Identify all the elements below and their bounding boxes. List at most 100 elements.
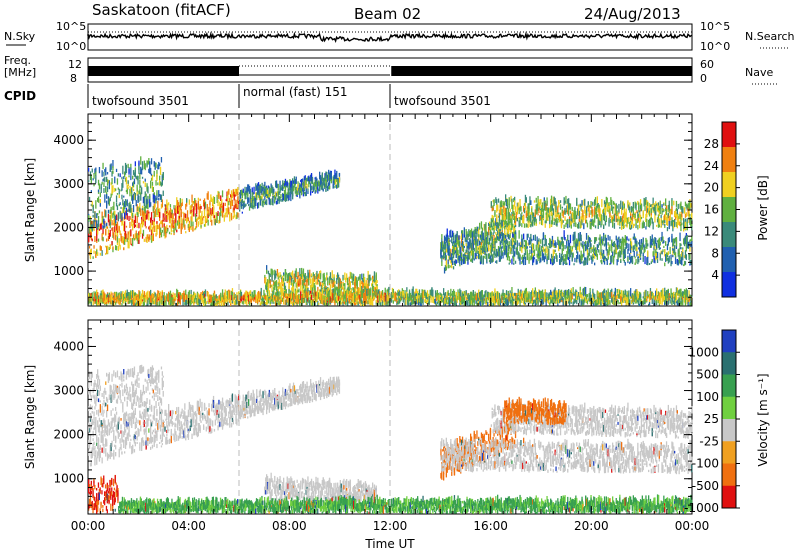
rti-cell: [513, 225, 515, 234]
rti-cell: [323, 298, 325, 306]
rti-cell: [577, 222, 580, 229]
rti-cell: [105, 252, 107, 255]
rti-cell: [119, 202, 121, 205]
rti-cell: [374, 287, 376, 296]
rti-cell: [305, 295, 307, 303]
rti-cell: [151, 297, 154, 302]
rti-cell: [191, 300, 193, 303]
rti-cell: [562, 243, 564, 251]
rti-cell: [674, 219, 676, 225]
rti-cell: [315, 190, 317, 193]
rti-cell: [499, 222, 501, 225]
rti-cell: [108, 198, 110, 206]
rti-cell: [97, 295, 100, 299]
rti-cell: [478, 236, 480, 242]
rti-cell: [319, 282, 322, 287]
rti-cell: [691, 226, 693, 231]
rti-cell: [288, 280, 290, 290]
rti-cell: [196, 291, 199, 298]
rti-cell: [125, 200, 128, 206]
rti-cell: [304, 273, 306, 276]
rti-cell: [279, 296, 281, 300]
rti-cell: [375, 300, 377, 303]
rti-cell: [310, 293, 312, 298]
rti-cell: [136, 175, 138, 181]
rti-cell: [281, 281, 283, 290]
rti-cell: [537, 213, 539, 216]
rti-cell: [116, 221, 119, 227]
rti-cell: [516, 217, 518, 222]
rti-cell: [166, 211, 168, 214]
rti-cell: [306, 278, 308, 283]
rti-cell: [130, 299, 132, 303]
rti-cell: [258, 184, 261, 190]
rti-cell: [178, 207, 181, 216]
rti-cell: [264, 201, 266, 206]
rti-cell: [319, 294, 321, 301]
rti-cell: [172, 225, 174, 229]
rti-cell: [357, 289, 359, 298]
rti-cell: [152, 221, 154, 227]
rti-cell: [243, 295, 245, 301]
rti-cell: [302, 191, 305, 195]
rti-cell: [156, 192, 158, 196]
rti-cell: [514, 212, 516, 220]
rti-cell: [255, 183, 257, 192]
rti-cell: [89, 298, 92, 304]
rti-cell: [301, 293, 303, 296]
rti-cell: [95, 200, 97, 209]
rti-cell: [194, 198, 196, 207]
rti-cell: [161, 291, 163, 298]
rti-cell: [294, 181, 296, 184]
rti-cell: [363, 293, 365, 297]
rti-cell: [207, 209, 209, 218]
rti-cell: [334, 169, 336, 179]
rti-cell: [346, 289, 348, 295]
rti-cell: [278, 301, 280, 305]
rti-cell: [643, 222, 645, 228]
rti-cell: [159, 181, 162, 186]
rti-cell: [249, 188, 252, 198]
rti-cell: [519, 199, 521, 207]
rti-cell: [115, 188, 117, 191]
rti-cell: [271, 296, 273, 300]
rti-cell: [206, 210, 208, 218]
rti-cell: [283, 292, 285, 299]
rti-cell: [171, 209, 173, 215]
rti-cell: [109, 294, 111, 302]
rti-cell: [511, 225, 513, 230]
rti-cell: [144, 191, 146, 198]
rti-cell: [333, 293, 335, 301]
rti-cell: [338, 294, 341, 297]
rti-cell: [220, 207, 222, 217]
rti-cell: [262, 301, 264, 304]
rti-cell: [327, 174, 329, 182]
rti-cell: [156, 193, 158, 200]
rti-cell: [372, 285, 375, 293]
rti-cell: [150, 212, 153, 221]
rti-cell: [328, 300, 331, 304]
rti-cell: [368, 294, 370, 298]
rti-cell: [348, 276, 350, 285]
rti-cell: [286, 298, 288, 303]
rti-cell: [318, 292, 320, 299]
rti-cell: [681, 222, 683, 226]
rti-cell: [101, 233, 103, 241]
rti-cell: [248, 301, 250, 305]
rti-cell: [618, 203, 620, 213]
rti-cell: [92, 205, 94, 214]
rti-cell: [535, 223, 537, 226]
rti-cell: [102, 301, 104, 304]
rti-cell: [459, 255, 461, 265]
rti-cell: [131, 191, 133, 199]
rti-cell: [146, 210, 148, 218]
rti-cell: [206, 290, 208, 297]
rti-cell: [381, 292, 383, 299]
rti-cell: [504, 220, 506, 225]
rti-cell: [191, 194, 193, 203]
rti-cell: [215, 212, 217, 220]
rti-cell: [301, 178, 304, 182]
rti-cell: [127, 241, 129, 249]
rti-cell: [360, 291, 362, 298]
